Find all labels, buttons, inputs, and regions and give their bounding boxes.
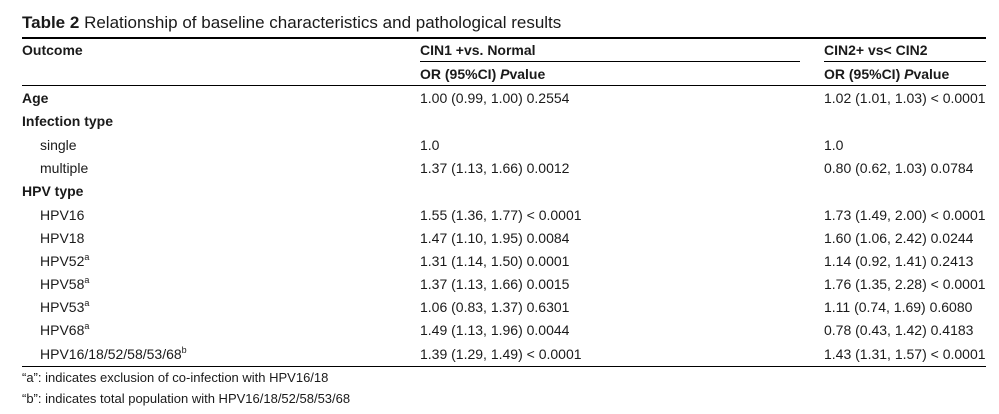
row-label-group: HPV53a [40,298,89,316]
row-label: HPV16 [40,207,85,223]
row-label-group: HPV52a [40,252,89,270]
header-col2-group: CIN2+ vs< CIN2 [824,42,928,58]
row-label: Infection type [22,113,114,129]
row-col1: 1.00 (0.99, 1.00) 0.2554 [420,90,570,106]
col1-or-label: OR (95%CI) [420,66,501,82]
row-label: HPV52 [40,253,85,269]
row-col1: 1.47 (1.10, 1.95) 0.0084 [420,230,570,246]
col1-value-label: value [509,66,546,82]
footnote-a: “a”: indicates exclusion of co-infection… [22,370,329,385]
row-col2: 0.80 (0.62, 1.03) 0.0784 [824,160,974,176]
row-col2: 1.14 (0.92, 1.41) 0.2413 [824,253,974,269]
footnote-marker: b [181,345,187,355]
header-col2-sub: OR (95%CI) Pvalue [824,65,949,83]
row-label: HPV18 [40,230,85,246]
row-col1: 1.37 (1.13, 1.66) 0.0015 [420,276,570,292]
footnote-marker: a [84,252,90,262]
footnote-marker: a [84,321,90,331]
footnote-marker: a [84,298,90,308]
footnote-marker: a [84,275,90,285]
row-col2: 1.0 [824,137,844,153]
row-label-group: HPV68a [40,321,89,339]
row-col2: 1.60 (1.06, 2.42) 0.0244 [824,230,974,246]
row-label-group: HPV16/18/52/58/53/68b [40,345,187,363]
row-col1: 1.0 [420,137,440,153]
row-col1: 1.39 (1.29, 1.49) < 0.0001 [420,346,582,362]
top-rule [22,37,986,39]
row-col2: 1.43 (1.31, 1.57) < 0.0001 [824,346,986,362]
header-col1-group: CIN1 +vs. Normal [420,42,536,58]
row-col2: 0.78 (0.43, 1.42) 0.4183 [824,322,974,338]
col2-p-label: P [904,66,914,82]
bottom-rule [22,366,986,367]
row-label: multiple [40,160,89,176]
row-label: single [40,137,77,153]
row-label: HPV58 [40,276,85,292]
row-label: Age [22,90,49,106]
row-label: HPV68 [40,322,85,338]
header-outcome: Outcome [22,42,83,58]
footnote-b: “b”: indicates total population with HPV… [22,391,351,406]
row-col2: 1.73 (1.49, 2.00) < 0.0001 [824,207,986,223]
col2-group-rule [824,61,986,62]
table-title: Relationship of baseline characteristics… [84,13,562,32]
header-rule [22,85,986,86]
row-label: HPV type [22,183,84,199]
table-label: Table 2 [22,13,80,32]
row-col2: 1.02 (1.01, 1.03) < 0.0001 [824,90,986,106]
row-col1: 1.06 (0.83, 1.37) 0.6301 [420,299,570,315]
row-col2: 1.11 (0.74, 1.69) 0.6080 [824,299,973,315]
row-label: HPV16/18/52/58/53/68 [40,346,182,362]
row-label-group: HPV58a [40,275,89,293]
row-label: HPV53 [40,299,85,315]
row-col2: 1.76 (1.35, 2.28) < 0.0001 [824,276,986,292]
col1-group-rule [420,61,800,62]
header-col1-sub: OR (95%CI) Pvalue [420,65,545,83]
row-col1: 1.55 (1.36, 1.77) < 0.0001 [420,207,582,223]
col2-value-label: value [913,66,950,82]
row-col1: 1.37 (1.13, 1.66) 0.0012 [420,160,570,176]
table-caption: Table 2 Relationship of baseline charact… [22,13,561,33]
col2-or-label: OR (95%CI) [824,66,905,82]
row-col1: 1.31 (1.14, 1.50) 0.0001 [420,253,570,269]
col1-p-label: P [500,66,510,82]
row-col1: 1.49 (1.13, 1.96) 0.0044 [420,322,570,338]
